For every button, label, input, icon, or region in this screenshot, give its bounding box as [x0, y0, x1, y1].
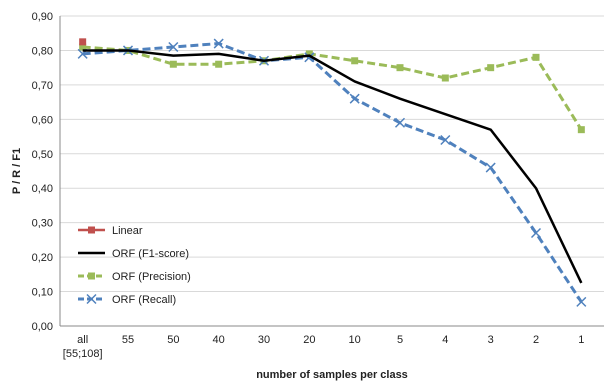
x-tick-label: all: [77, 334, 88, 346]
data-point-square: [215, 60, 223, 68]
data-point-square: [305, 50, 313, 58]
y-tick-label: 0,00: [32, 321, 53, 333]
y-axis-title: P / R / F1: [11, 148, 23, 194]
x-tick-label: 40: [213, 334, 225, 346]
data-point-square: [441, 74, 449, 82]
x-tick-label: 50: [167, 334, 179, 346]
x-tick-label: 1: [578, 334, 584, 346]
data-point-square: [88, 226, 95, 234]
x-tick-label: 30: [258, 334, 270, 346]
x-tick-label: 3: [488, 334, 494, 346]
x-axis-title: number of samples per class: [256, 369, 408, 381]
y-tick-labels: 0,00 0,10 0,20 0,30 0,40 0,50 0,60 0,70 0,80 0,90: [32, 11, 53, 333]
y-tick-label: 0,40: [32, 183, 53, 195]
series-orf-recall: [77, 38, 587, 307]
legend-item: ORF (Precision): [78, 271, 191, 283]
legend-label: ORF (Precision): [112, 271, 191, 283]
data-point-x: [394, 117, 406, 128]
series-lines: [77, 38, 587, 307]
data-point-square: [88, 272, 95, 280]
data-point-x: [576, 296, 587, 307]
series-linear: [79, 38, 87, 46]
data-point-x: [440, 134, 451, 146]
y-tick-label: 0,30: [32, 218, 53, 230]
x-tick-label: 20: [303, 334, 315, 346]
series-orf-f1-score: [82, 49, 583, 284]
x-tick-label: 4: [442, 334, 448, 346]
y-tick-label: 0,50: [32, 149, 53, 161]
data-point-x: [349, 93, 360, 104]
data-point-x: [530, 227, 542, 239]
gridlines: [60, 15, 604, 293]
data-point-x: [213, 38, 224, 49]
data-point-square: [487, 64, 495, 72]
data-point-x: [86, 293, 97, 305]
data-point-square: [79, 43, 87, 51]
data-point-square: [169, 60, 177, 68]
series-line: [82, 49, 583, 284]
y-tick-label: 0,20: [32, 252, 53, 264]
data-point-square: [79, 38, 87, 46]
legend: Linear ORF (F1-score) ORF (Precision) ORF (…: [78, 225, 191, 306]
x-tick-label: [55;108]: [63, 348, 103, 360]
legend-label: ORF (F1-score): [112, 248, 189, 260]
legend-item: Linear: [78, 225, 143, 237]
x-tick-labels: all [55;108] 55 50 40 30 20 10 5 4 3 2 1: [63, 334, 585, 360]
series-orf-precision: [79, 43, 585, 134]
legend-label: Linear: [112, 225, 143, 237]
legend-label: ORF (Recall): [112, 294, 176, 306]
x-tick-label: 55: [122, 334, 134, 346]
x-tick-label: 10: [349, 334, 361, 346]
legend-item: ORF (Recall): [78, 293, 176, 306]
data-point-x: [304, 52, 315, 63]
x-tick-label: 5: [397, 334, 403, 346]
data-point-square: [577, 126, 585, 134]
data-point-x: [168, 41, 179, 53]
legend-item: ORF (F1-score): [78, 248, 189, 260]
data-point-x: [485, 162, 496, 173]
data-point-square: [532, 53, 540, 61]
data-point-square: [351, 57, 359, 65]
y-tick-label: 0,90: [32, 11, 53, 23]
y-tick-label: 0,60: [32, 114, 53, 126]
series-line: [82, 45, 583, 131]
y-tick-label: 0,70: [32, 80, 53, 92]
x-tick-label: 2: [533, 334, 539, 346]
series-line: [82, 42, 583, 303]
data-point-square: [396, 64, 404, 72]
y-tick-label: 0,80: [32, 45, 53, 57]
y-tick-label: 0,10: [32, 287, 53, 299]
